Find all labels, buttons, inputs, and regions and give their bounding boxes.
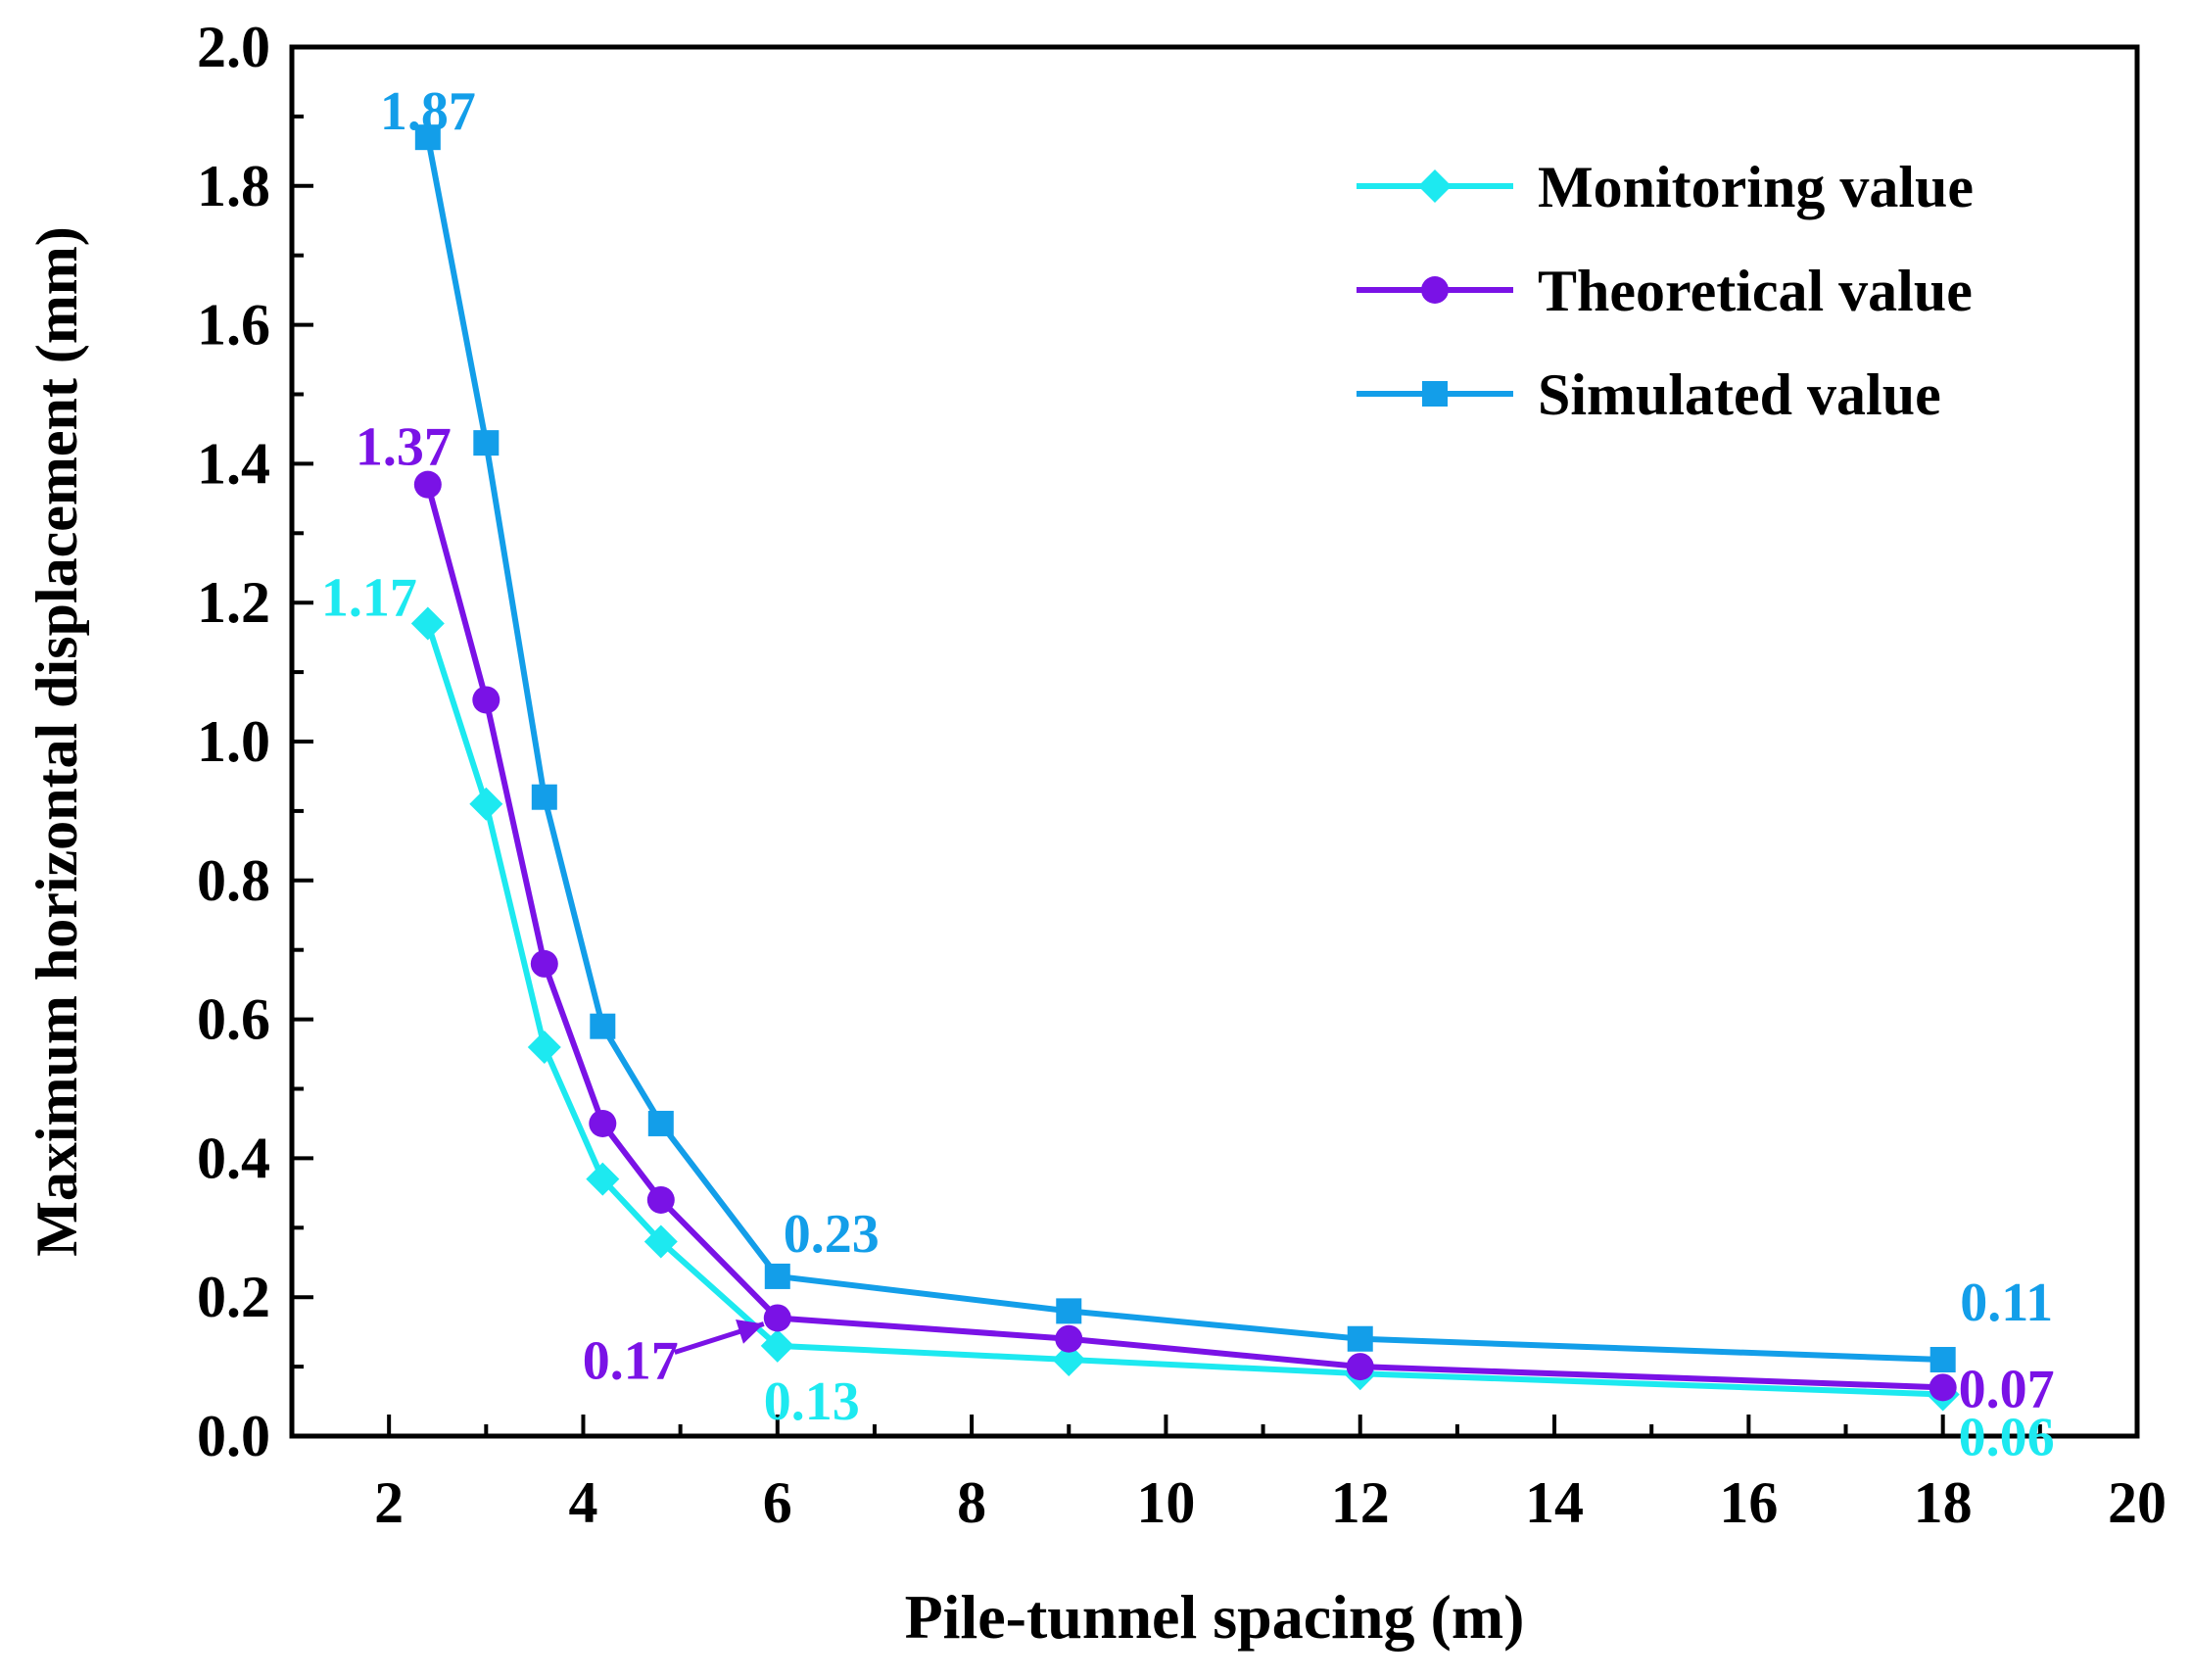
data-label: 0.13 (764, 1371, 860, 1432)
data-point (764, 1263, 790, 1289)
data-point (527, 1030, 561, 1064)
data-point (763, 1304, 791, 1332)
x-tick-label: 2 (374, 1470, 404, 1535)
data-label: 0.23 (784, 1204, 880, 1265)
data-point (590, 1013, 616, 1039)
y-tick-label: 0.8 (197, 848, 270, 913)
data-point (469, 787, 503, 821)
x-axis-label: Pile-tunnel spacing (m) (905, 1582, 1525, 1652)
data-point (413, 470, 442, 499)
legend-item: Monitoring value (1357, 155, 1974, 219)
y-axis-label: Maximum horizontal displacement (mm) (24, 226, 89, 1257)
series-circle (413, 470, 1957, 1402)
x-tick-label: 12 (1331, 1470, 1390, 1535)
legend-label: Simulated value (1538, 362, 1941, 427)
data-point (1055, 1324, 1083, 1353)
y-tick-label: 1.4 (197, 431, 270, 496)
data-point (1346, 1353, 1374, 1381)
y-tick-label: 0.0 (197, 1404, 270, 1468)
data-label: 1.17 (321, 567, 417, 628)
annotation-arrowhead (736, 1319, 764, 1344)
data-point (646, 1185, 675, 1214)
annotations: 1.87 1.37 1.17 0.23 0.17 0.13 0.11 0.070.06 (321, 81, 2055, 1467)
legend: Monitoring value Theoretical value Simulat… (1357, 155, 1974, 427)
data-point (760, 1328, 794, 1363)
data-point (410, 606, 445, 641)
x-tick-label: 10 (1136, 1470, 1195, 1535)
data-point (589, 1109, 617, 1137)
data-point (1929, 1373, 1957, 1402)
y-tick-label: 1.6 (197, 293, 270, 358)
plot-frame (289, 44, 2140, 1439)
y-tick-label: 1.2 (197, 570, 270, 635)
x-tick-label: 18 (1914, 1470, 1973, 1535)
y-tick-label: 2.0 (197, 15, 270, 79)
legend-marker (1422, 381, 1448, 407)
data-label: 0.07 (1959, 1359, 2055, 1419)
series-group (410, 124, 1960, 1412)
y-tick-label: 1.8 (197, 154, 270, 218)
data-point (472, 686, 500, 714)
y-tick-label: 0.2 (197, 1265, 270, 1329)
legend-item: Simulated value (1357, 362, 1941, 427)
x-tick-label: 16 (1719, 1470, 1778, 1535)
data-point (473, 430, 500, 456)
x-tick-label: 20 (2108, 1470, 2167, 1535)
series-square (414, 124, 1956, 1373)
data-label: 1.87 (380, 81, 476, 142)
data-label: 0.17 (583, 1330, 679, 1391)
data-point (1056, 1298, 1082, 1324)
legend-marker (1418, 169, 1452, 203)
data-label: 0.11 (1960, 1272, 2053, 1333)
y-tick-label: 0.6 (197, 987, 270, 1052)
legend-marker (1421, 276, 1449, 304)
y-tick-label: 0.4 (197, 1126, 270, 1190)
series-line (424, 622, 1943, 1398)
legend-label: Monitoring value (1538, 155, 1974, 219)
data-point (643, 1224, 678, 1259)
data-point (414, 124, 441, 151)
x-tick-label: 4 (568, 1470, 597, 1535)
axes: 2 4 6 8 10 12 14 16 18 20 0.0 0.2 0.4 0.6 0.8 1.0 1.2 1.4… (197, 15, 2167, 1535)
x-tick-label: 14 (1525, 1470, 1584, 1535)
legend-label: Theoretical value (1538, 259, 1973, 323)
data-point (1347, 1325, 1373, 1352)
data-point (586, 1162, 620, 1196)
y-tick-label: 1.0 (197, 709, 270, 774)
data-point (531, 784, 557, 810)
data-point (530, 949, 558, 978)
x-tick-label: 8 (957, 1470, 986, 1535)
data-label: 1.37 (356, 417, 452, 478)
data-label: 0.06 (1959, 1407, 2055, 1467)
x-tick-label: 6 (763, 1470, 792, 1535)
data-point (1929, 1347, 1956, 1373)
data-point (1052, 1343, 1086, 1377)
series-diamond (410, 606, 1960, 1412)
data-point (647, 1110, 674, 1136)
legend-item: Theoretical value (1357, 259, 1973, 323)
